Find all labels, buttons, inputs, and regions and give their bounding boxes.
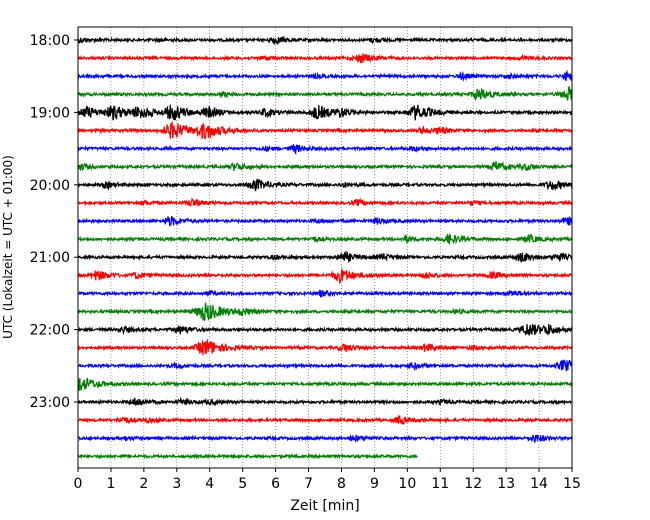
x-axis-ticks: 0 1 2 3 4 5 6 7 8 9 10 11 12 13 14 15 <box>74 468 581 492</box>
x-tick-label: 3 <box>172 476 181 492</box>
trace-1830 <box>77 69 573 82</box>
trace-1900 <box>77 104 573 121</box>
x-tick-label: 2 <box>139 476 148 492</box>
trace-1930 <box>77 144 573 155</box>
trace-1800 <box>77 35 573 45</box>
trace-1815 <box>77 53 573 64</box>
x-axis-label: Zeit [min] <box>290 498 359 514</box>
x-tick-label: 9 <box>370 476 379 492</box>
x-tick-label: 12 <box>464 476 482 492</box>
x-tick-label: 4 <box>205 476 214 492</box>
x-tick-label: 15 <box>563 476 581 492</box>
y-tick-label: 21:00 <box>30 250 70 266</box>
y-axis-label: UTC (Lokalzeit = UTC + 01:00) <box>1 155 15 339</box>
y-tick-label: 18:00 <box>30 33 70 49</box>
x-tick-label: 5 <box>238 476 247 492</box>
trace-1915 <box>77 121 573 141</box>
y-tick-label: 23:00 <box>30 395 70 411</box>
trace-2015 <box>77 197 573 207</box>
seismic-traces <box>77 35 573 460</box>
y-tick-label: 19:00 <box>30 105 70 121</box>
x-tick-label: 8 <box>337 476 346 492</box>
trace-1945 <box>77 161 573 172</box>
trace-2115 <box>77 268 573 285</box>
trace-2345 <box>77 452 418 460</box>
trace-2200 <box>77 323 573 337</box>
x-tick-label: 1 <box>106 476 115 492</box>
trace-2130 <box>77 289 573 298</box>
trace-2145 <box>77 302 573 321</box>
x-tick-label: 13 <box>497 476 515 492</box>
x-tick-label: 11 <box>431 476 449 492</box>
trace-2045 <box>77 233 573 245</box>
trace-2245 <box>77 377 573 391</box>
y-tick-label: 20:00 <box>30 178 70 194</box>
trace-2315 <box>77 414 573 426</box>
plot-frame <box>77 26 573 469</box>
x-tick-label: 0 <box>74 476 83 492</box>
trace-2030 <box>77 216 573 227</box>
trace-2230 <box>77 359 573 372</box>
x-tick-label: 6 <box>271 476 280 492</box>
trace-1845 <box>77 86 573 102</box>
y-tick-label: 22:00 <box>30 323 70 339</box>
x-tick-label: 10 <box>398 476 416 492</box>
trace-2300 <box>77 396 573 407</box>
trace-2100 <box>77 250 573 264</box>
y-axis-ticks: 18:00 19:00 20:00 21:00 22:00 23:00 <box>30 33 78 411</box>
x-tick-label: 7 <box>304 476 313 492</box>
trace-2215 <box>77 339 573 356</box>
x-tick-label: 14 <box>530 476 548 492</box>
trace-2330 <box>77 433 573 444</box>
trace-2000 <box>77 178 573 192</box>
